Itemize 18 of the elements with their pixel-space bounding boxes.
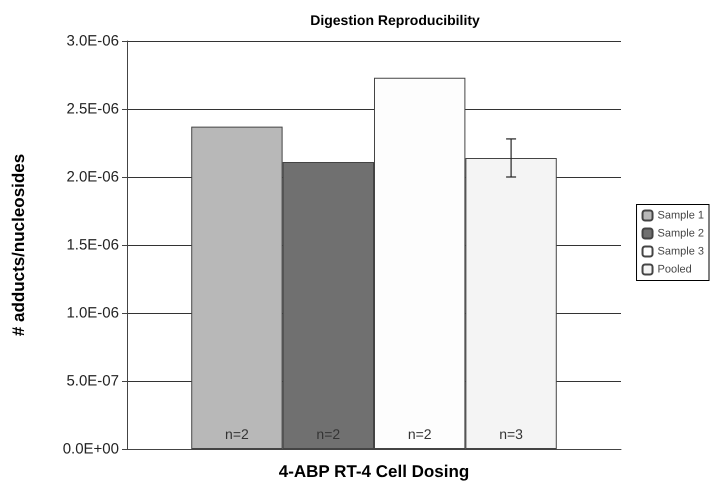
y-tick-label: 0.0E+00 [62,440,119,458]
chart-title: Digestion Reproducibility [310,12,480,28]
y-tick-label: 5.0E-07 [66,372,119,390]
annotation: n=2 [316,426,340,442]
y-tick-label: 2.5E-06 [66,100,119,118]
y-tick-label: 2.0E-06 [66,168,119,186]
legend-label: Pooled [658,264,692,276]
legend-label: Sample 1 [658,210,704,222]
y-tick-label: 1.5E-06 [66,236,119,254]
y-tick-label: 1.0E-06 [66,304,119,322]
legend-label: Sample 3 [658,246,704,258]
x-axis-title: 4-ABP RT-4 Cell Dosing [278,462,470,481]
annotation: n=3 [499,426,524,442]
legend-label: Sample 2 [658,228,704,240]
annotation: n=2 [225,426,249,442]
annotation: n=2 [408,426,432,442]
y-tick-label: 3.0E-06 [66,32,119,50]
y-axis-title: # adducts/nucleosides [9,154,28,336]
